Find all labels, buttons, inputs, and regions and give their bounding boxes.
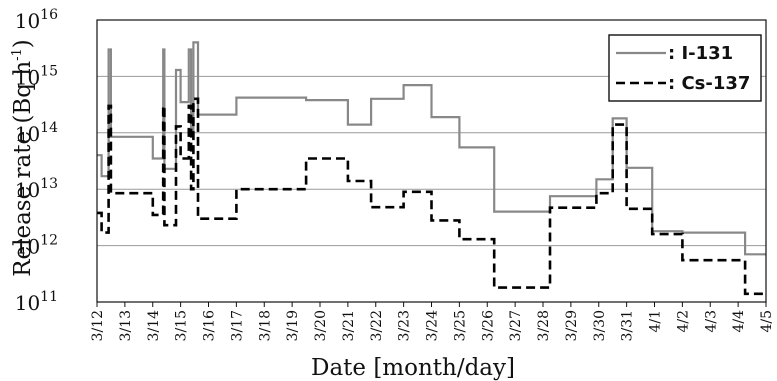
- x-tick-label: 4/4: [731, 310, 747, 333]
- x-tick-label: 3/29: [564, 310, 580, 341]
- x-tick-label: 3/16: [202, 310, 218, 342]
- x-tick-label: 3/28: [536, 310, 552, 341]
- x-tick-label: 3/12: [90, 310, 106, 341]
- x-tick-label: 3/18: [257, 310, 273, 341]
- y-tick-label: 1014: [15, 120, 58, 146]
- x-tick-label: 3/25: [452, 310, 468, 341]
- y-tick-label: 1012: [15, 233, 58, 259]
- x-tick-label: 3/19: [285, 310, 301, 341]
- legend-label: : I-131: [668, 43, 733, 64]
- x-tick-label: 3/27: [508, 310, 524, 341]
- x-axis-title: Date [month/day]: [311, 355, 515, 381]
- x-tick-label: 4/5: [759, 310, 775, 333]
- legend-box: [608, 34, 762, 102]
- y-tick-label: 1013: [15, 176, 58, 202]
- y-axis-title: Release rate (Bq h-1): [10, 39, 36, 277]
- x-tick-label: 3/23: [397, 310, 413, 341]
- x-tick-label: 3/17: [229, 310, 245, 341]
- legend: : I-131 : Cs-137: [608, 34, 762, 102]
- x-tick-label: 3/15: [174, 310, 190, 341]
- series-lines: [97, 41, 766, 296]
- x-tick-label: 3/30: [592, 310, 608, 341]
- x-tick-label: 3/13: [118, 310, 134, 341]
- x-tick-label: 3/14: [146, 310, 162, 342]
- x-tick-label: 4/3: [703, 310, 719, 333]
- x-tick-label: 3/26: [480, 310, 496, 342]
- y-axis-ticks: 1011 1012 1013 1014 1015 1016: [15, 7, 58, 315]
- x-tick-label: 3/24: [425, 310, 441, 342]
- x-tick-label: 3/20: [313, 310, 329, 341]
- x-tick-label: 3/22: [369, 310, 385, 341]
- y-tick-label: 1011: [15, 289, 58, 315]
- x-tick-label: 4/2: [675, 310, 691, 333]
- legend-label: : Cs-137: [668, 73, 750, 94]
- x-axis-ticks: 3/12 3/13 3/14 3/15 3/16 3/17 3/18 3/19 3/20 3/21…: [90, 302, 775, 341]
- x-tick-label: 3/31: [620, 310, 636, 341]
- y-tick-label: 1016: [15, 7, 58, 33]
- x-tick-label: 3/21: [341, 310, 357, 341]
- series-line-cs137: [97, 97, 766, 296]
- x-tick-label: 4/1: [648, 310, 664, 333]
- y-tick-label: 1015: [15, 63, 58, 89]
